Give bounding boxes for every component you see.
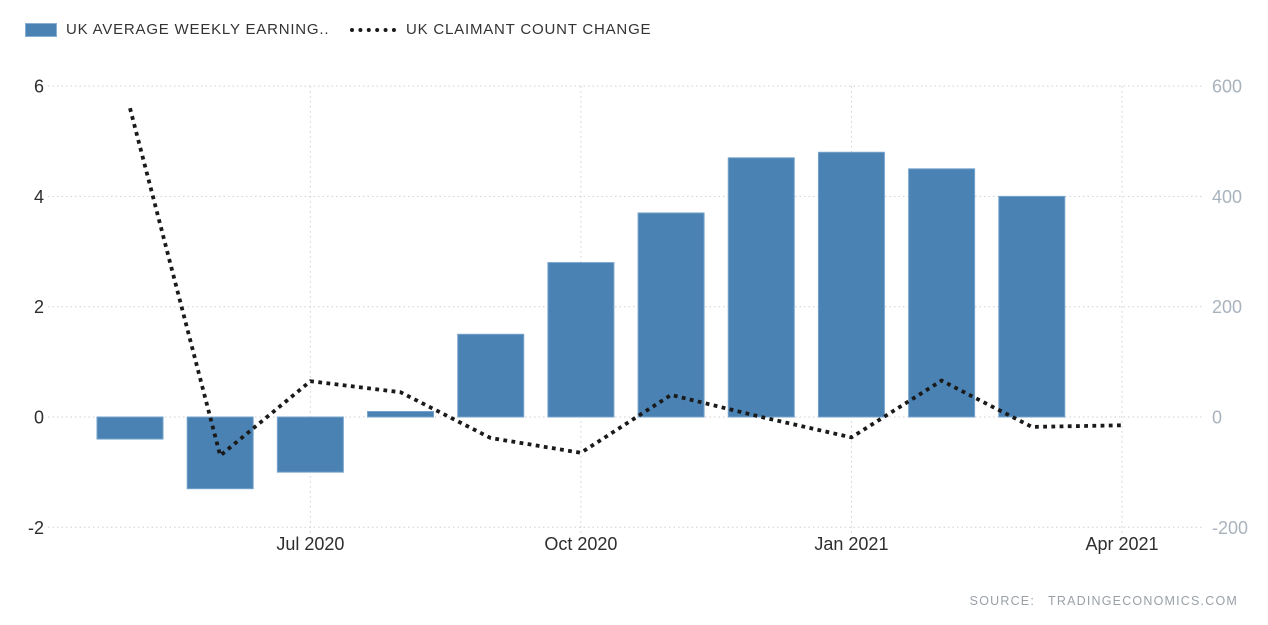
source-name: TRADINGECONOMICS.COM: [1048, 594, 1238, 608]
bar-aug-2020[interactable]: [367, 410, 435, 418]
bar-jul-2020[interactable]: [276, 416, 344, 473]
y-axis-left-tick-label: 0: [34, 408, 44, 428]
legend-bar-swatch: [25, 22, 57, 37]
y-axis-left-tick-label: 6: [34, 77, 44, 97]
y-axis-left-tick-label: -2: [28, 518, 44, 538]
bar-oct-2020[interactable]: [547, 262, 615, 418]
legend-dotted-line-swatch: [350, 27, 396, 32]
bar-jan-2021[interactable]: [817, 151, 885, 418]
source-attribution: SOURCE: TRADINGECONOMICS.COM: [970, 594, 1238, 608]
y-axis-right-tick-label: 200: [1212, 297, 1242, 317]
x-axis-tick-label: Jan 2021: [814, 534, 888, 554]
x-axis-tick-label: Apr 2021: [1085, 534, 1158, 554]
y-axis-right-tick-label: 400: [1212, 187, 1242, 207]
y-axis-right-tick-label: -200: [1212, 518, 1248, 538]
bar-feb-2021[interactable]: [908, 168, 976, 418]
y-axis-left-tick-label: 4: [34, 187, 44, 207]
chart-legend: UK AVERAGE WEEKLY EARNING.. UK CLAIMANT …: [25, 21, 651, 38]
y-axis-right-tick-label: 600: [1212, 77, 1242, 97]
legend-series1-label: UK AVERAGE WEEKLY EARNING..: [66, 21, 330, 38]
bar-sep-2020[interactable]: [457, 333, 525, 418]
bar-mar-2021[interactable]: [998, 195, 1066, 418]
y-axis-left-tick-label: 2: [34, 297, 44, 317]
bar-dec-2020[interactable]: [727, 157, 795, 418]
legend-series2-label: UK CLAIMANT COUNT CHANGE: [406, 21, 652, 38]
bar-nov-2020[interactable]: [637, 212, 705, 418]
source-prefix: SOURCE:: [969, 594, 1036, 608]
claimant-count-line[interactable]: [128, 107, 1123, 459]
bar-may-2020[interactable]: [96, 416, 164, 440]
y-axis-right-tick-label: 0: [1212, 408, 1222, 428]
x-axis-tick-label: Oct 2020: [544, 534, 617, 554]
x-axis-tick-label: Jul 2020: [276, 534, 344, 554]
